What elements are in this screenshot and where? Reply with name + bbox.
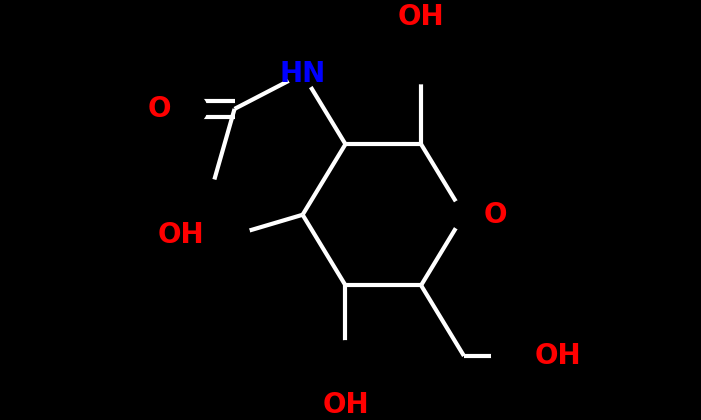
Circle shape	[287, 58, 318, 89]
Text: OH: OH	[534, 342, 581, 370]
Text: OH: OH	[397, 3, 444, 31]
Circle shape	[330, 341, 360, 371]
Circle shape	[491, 341, 522, 371]
Circle shape	[177, 94, 207, 124]
Text: O: O	[148, 95, 172, 123]
Circle shape	[406, 53, 436, 84]
Text: OH: OH	[322, 391, 369, 419]
Circle shape	[449, 200, 479, 230]
Text: OH: OH	[158, 221, 204, 249]
Text: HN: HN	[280, 60, 326, 88]
Text: O: O	[484, 201, 508, 229]
Circle shape	[219, 220, 250, 250]
